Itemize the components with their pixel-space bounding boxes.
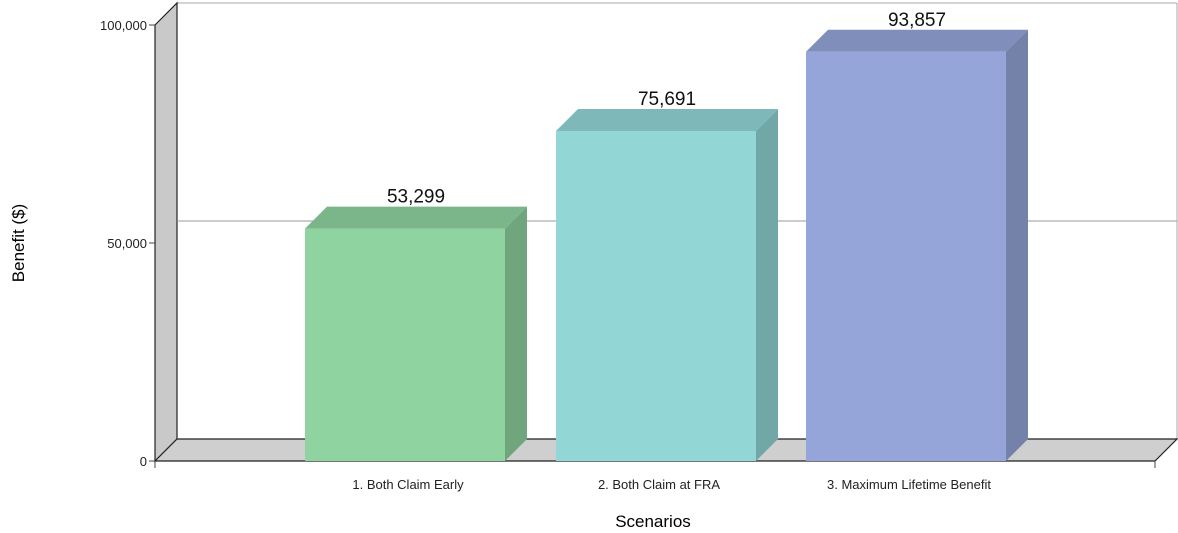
category-label-3: 3. Maximum Lifetime Benefit xyxy=(827,477,991,492)
bars xyxy=(305,29,1028,462)
bar-1-value-label: 53,299 xyxy=(387,187,445,208)
bar-2 xyxy=(556,108,778,461)
bar-1-front xyxy=(305,228,505,461)
y-axis-title: Benefit ($) xyxy=(9,204,28,282)
y-tick-label-1: 50,000 xyxy=(107,236,147,251)
bar-3-value-label: 93,857 xyxy=(888,10,946,31)
bar-1 xyxy=(305,206,527,461)
y-tick-label-2: 100,000 xyxy=(100,18,147,33)
bar-2-value-label: 75,691 xyxy=(638,89,696,110)
bar-3 xyxy=(806,29,1028,462)
bar-3-side xyxy=(1006,29,1028,462)
labels: 53,299 1. Both Claim Early 75,691 2. Both C… xyxy=(352,10,991,492)
bar-3-top xyxy=(806,29,1028,52)
category-label-1: 1. Both Claim Early xyxy=(352,477,464,492)
axes: 0 50,000 100,000 xyxy=(100,18,1156,469)
bar-3-front xyxy=(806,51,1006,462)
bar-2-front xyxy=(556,130,756,461)
left-side-wall xyxy=(154,1,178,463)
y-tick-label-0: 0 xyxy=(140,454,147,469)
bar-2-side xyxy=(756,108,778,461)
bar-1-top xyxy=(305,206,527,229)
category-label-2: 2. Both Claim at FRA xyxy=(598,477,720,492)
bar-2-top xyxy=(556,108,778,131)
bar-1-side xyxy=(505,206,527,461)
x-axis-title: Scenarios xyxy=(615,512,691,531)
